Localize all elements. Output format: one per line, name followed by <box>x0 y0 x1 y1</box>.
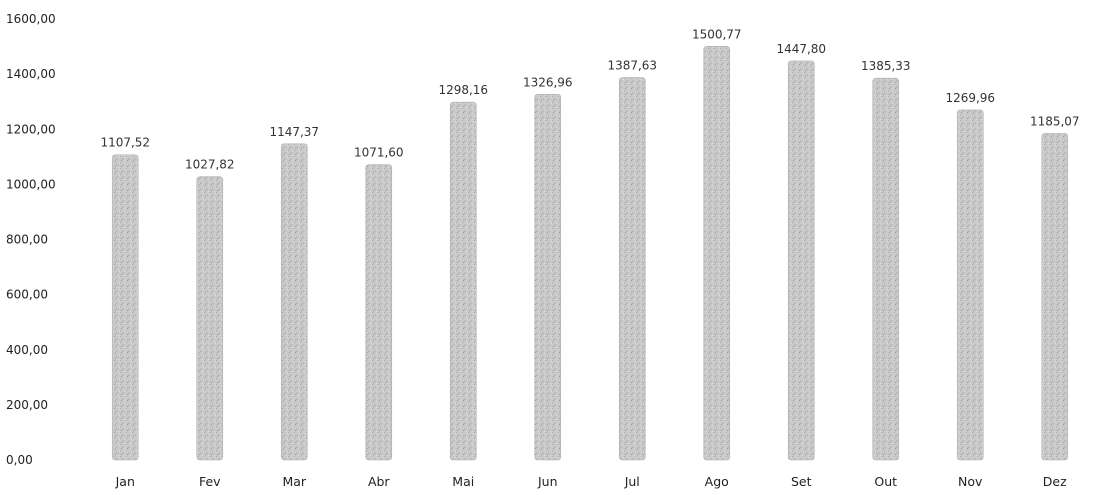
y-tick-label: 1200,00 <box>6 122 56 136</box>
y-tick-label: 400,00 <box>6 343 48 357</box>
bar-mai <box>449 101 477 461</box>
bar-abr <box>365 164 393 461</box>
bar-ago <box>703 46 731 461</box>
bar-jun <box>534 93 562 461</box>
data-label: 1500,77 <box>692 27 742 41</box>
bar-fev <box>196 176 224 461</box>
bar-jul <box>618 77 646 461</box>
bar-set <box>787 60 815 461</box>
y-tick-label: 600,00 <box>6 288 48 302</box>
y-tick-label: 1000,00 <box>6 177 56 191</box>
data-label: 1147,37 <box>269 125 319 139</box>
category-label: Set <box>791 474 812 489</box>
data-label: 1298,16 <box>438 83 488 97</box>
category-label: Mai <box>452 474 474 489</box>
category-label: Mar <box>282 474 306 489</box>
bar-out <box>872 77 900 461</box>
data-label: 1269,96 <box>945 91 995 105</box>
bars <box>111 46 1069 461</box>
category-label: Ago <box>705 474 729 489</box>
data-label: 1385,33 <box>861 59 911 73</box>
category-label: Jul <box>624 474 640 489</box>
data-label: 1027,82 <box>185 158 235 172</box>
y-tick-label: 1400,00 <box>6 67 56 81</box>
data-label: 1107,52 <box>100 136 150 150</box>
category-label: Out <box>874 474 897 489</box>
data-label: 1387,63 <box>607 59 657 73</box>
data-label: 1447,80 <box>776 42 826 56</box>
bar-mar <box>280 143 308 461</box>
bar-dez <box>1041 133 1069 461</box>
data-labels: 1107,52 1027,82 1147,37 1071,60 1298,16 1326,… <box>100 27 1079 171</box>
y-tick-label: 1600,00 <box>6 12 56 26</box>
category-label: Jan <box>115 474 135 489</box>
category-label: Jun <box>537 474 558 489</box>
bar-nov <box>956 109 984 461</box>
category-label: Fev <box>199 474 221 489</box>
y-tick-label: 800,00 <box>6 233 48 247</box>
data-label: 1185,07 <box>1030 114 1080 128</box>
bar-jan <box>111 154 139 461</box>
category-label: Nov <box>958 474 983 489</box>
y-tick-label: 0,00 <box>6 453 33 467</box>
data-label: 1326,96 <box>523 75 573 89</box>
data-label: 1071,60 <box>354 146 404 160</box>
category-label: Abr <box>368 474 390 489</box>
y-axis-tick-labels: 0,00 200,00 400,00 600,00 800,00 1000,00 1200,… <box>6 12 56 467</box>
category-label: Dez <box>1043 474 1067 489</box>
x-axis-category-labels: Jan Fev Mar Abr Mai Jun Jul Ago Set Out Nov Dez <box>115 474 1068 489</box>
y-tick-label: 200,00 <box>6 398 48 412</box>
